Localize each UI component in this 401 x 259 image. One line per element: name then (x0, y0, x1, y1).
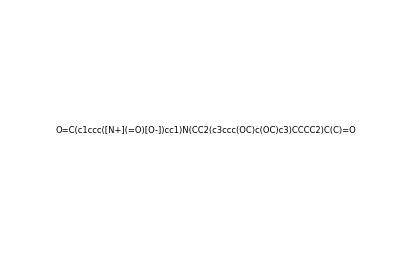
Text: O=C(c1ccc([N+](=O)[O-])cc1)N(CC2(c3ccc(OC)c(OC)c3)CCCC2)C(C)=O: O=C(c1ccc([N+](=O)[O-])cc1)N(CC2(c3ccc(O… (55, 126, 356, 135)
